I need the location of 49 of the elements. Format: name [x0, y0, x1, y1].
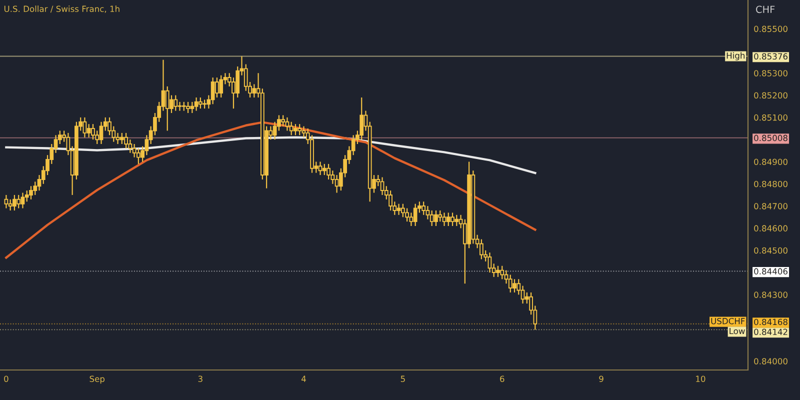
y-axis-title: CHF: [756, 6, 775, 14]
y-tick-label: 0.85200: [754, 92, 788, 99]
y-tick-label: 0.85376: [754, 53, 788, 60]
x-tick-label: 4: [302, 376, 306, 382]
x-tick-label: 0: [4, 376, 8, 382]
candlestick: [302, 126, 306, 138]
candlestick: [318, 161, 322, 176]
y-tick-label: 0.84000: [754, 358, 788, 364]
y-tick-label: 0.85008: [754, 134, 788, 142]
y-tick-label: 0.84700: [754, 203, 788, 210]
line-series: [5, 136, 536, 174]
y-tick-label: 0.84142: [754, 328, 788, 336]
x-tick-label: 5: [400, 376, 405, 382]
candlestick: [442, 212, 446, 227]
y-tick-label: 0.85300: [754, 70, 788, 76]
y-tick-label: 0.85100: [754, 114, 788, 121]
candlestick: [20, 192, 25, 209]
x-tick-label: 9: [599, 376, 604, 382]
y-tick-label: 0.84800: [754, 180, 788, 188]
candlestick: [520, 285, 525, 304]
candlestick: [116, 132, 120, 145]
candlestick: [396, 203, 401, 216]
candlestick: [178, 101, 182, 112]
x-tick-label: Sep: [90, 376, 105, 384]
candlestick: [380, 176, 384, 196]
candlestick: [426, 205, 430, 220]
y-tick-label: 0.85500: [754, 26, 788, 32]
ref-line-label: High: [726, 52, 745, 60]
candlestick: [99, 121, 104, 145]
y-tick-label: 0.84300: [754, 292, 788, 298]
text: U.S. Dollar / Swiss Franc, 1h: [4, 6, 120, 13]
candlestick: [504, 270, 508, 284]
candlestick: [194, 96, 198, 112]
ref-line-label: Low: [730, 328, 745, 334]
y-tick-label: 0.84500: [754, 247, 788, 254]
candlestick: [82, 116, 87, 138]
y-tick-label: 0.84406: [754, 268, 788, 274]
y-tick-label: 0.84900: [754, 158, 788, 166]
x-tick-label: 3: [198, 376, 202, 382]
line-series: [5, 121, 536, 259]
ref-line-label: USDCHF: [711, 318, 745, 324]
candlestick: [37, 174, 42, 192]
y-tick-label: 0.84168: [754, 318, 788, 326]
candlestick: [285, 116, 290, 132]
x-tick-label: 6: [500, 376, 504, 382]
candlestick: [4, 194, 8, 209]
y-tick-label: 0.84600: [754, 225, 788, 232]
candlestick: [488, 252, 492, 274]
x-tick-label: 10: [696, 376, 706, 382]
